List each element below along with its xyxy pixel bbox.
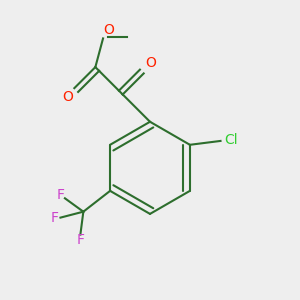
Text: O: O bbox=[62, 90, 73, 104]
Text: O: O bbox=[145, 56, 156, 70]
Text: Cl: Cl bbox=[224, 133, 238, 147]
Text: F: F bbox=[57, 188, 65, 202]
Text: F: F bbox=[51, 211, 59, 225]
Text: O: O bbox=[103, 23, 115, 37]
Text: F: F bbox=[76, 233, 84, 247]
